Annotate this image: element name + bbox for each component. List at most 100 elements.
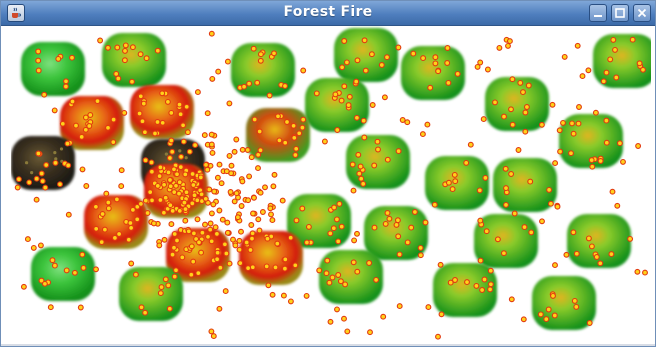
spark <box>341 315 347 322</box>
spark <box>381 94 388 101</box>
spark <box>432 60 439 67</box>
spark <box>393 221 400 228</box>
spark <box>218 180 225 187</box>
spark <box>447 279 454 286</box>
spark <box>373 276 380 283</box>
spark <box>327 318 334 325</box>
spark <box>444 45 451 51</box>
spark <box>171 231 178 237</box>
close-button[interactable] <box>633 4 651 22</box>
spark <box>219 216 226 223</box>
spark <box>245 265 252 272</box>
spark <box>339 64 346 71</box>
spark <box>509 121 516 128</box>
tree-healthy <box>567 214 631 268</box>
spark <box>629 36 636 43</box>
spark <box>234 214 241 221</box>
spark <box>168 109 175 116</box>
title-bar[interactable]: Forest Fire <box>1 1 655 26</box>
spark <box>38 170 45 177</box>
spark <box>156 173 163 180</box>
spark <box>83 183 90 189</box>
spark <box>483 228 490 235</box>
spark <box>269 291 276 298</box>
spark <box>243 239 250 246</box>
spark <box>129 78 135 85</box>
spark <box>150 220 157 227</box>
spark <box>105 124 111 131</box>
spark <box>323 270 330 277</box>
spark <box>276 137 283 144</box>
spark <box>154 182 161 189</box>
spark <box>464 279 470 286</box>
spark <box>444 60 451 66</box>
spark <box>367 329 373 336</box>
spark <box>186 148 193 155</box>
spark <box>419 131 426 138</box>
spark <box>256 128 263 135</box>
spark <box>165 282 172 289</box>
ember <box>164 152 168 156</box>
tree-healthy <box>31 247 95 301</box>
spark <box>20 283 27 290</box>
ember <box>59 147 64 151</box>
spark <box>174 171 180 178</box>
spark <box>546 186 553 193</box>
spark <box>166 305 173 312</box>
tree-healthy <box>364 206 428 260</box>
ember <box>178 149 182 153</box>
spark <box>477 257 484 264</box>
spark <box>287 234 294 241</box>
spark <box>73 122 79 129</box>
spark <box>98 239 105 246</box>
spark <box>137 93 144 100</box>
spark <box>349 161 356 168</box>
spark <box>362 67 369 74</box>
spark <box>157 290 164 297</box>
spark <box>263 263 270 270</box>
minimize-icon <box>594 15 602 17</box>
spark <box>432 54 439 61</box>
minimize-button[interactable] <box>589 4 607 22</box>
spark <box>162 194 169 201</box>
spark <box>222 288 229 295</box>
spark <box>94 98 101 105</box>
spark <box>321 138 328 145</box>
spark <box>492 99 498 106</box>
java-coffee-cup-icon[interactable] <box>7 4 25 22</box>
spark <box>600 78 607 85</box>
spark <box>592 109 599 116</box>
spark <box>292 262 299 269</box>
spark <box>293 217 300 224</box>
spark <box>589 163 596 170</box>
spark <box>255 216 262 223</box>
spark <box>395 44 402 51</box>
spark <box>358 175 365 182</box>
spark <box>500 250 507 257</box>
spark <box>427 84 434 91</box>
spark <box>65 162 72 169</box>
spark <box>570 130 577 137</box>
spark <box>378 62 385 68</box>
spark <box>502 165 509 172</box>
tree-burning <box>239 231 303 285</box>
spark <box>463 159 470 166</box>
spark <box>249 264 256 271</box>
spark <box>404 239 411 246</box>
spark <box>26 179 33 186</box>
spark <box>185 228 192 235</box>
simulation-canvas[interactable] <box>11 26 651 344</box>
spark <box>382 220 389 227</box>
spark <box>171 244 177 251</box>
spark <box>511 210 518 217</box>
spark <box>180 138 187 145</box>
maximize-button[interactable] <box>611 4 629 22</box>
spark <box>501 113 507 120</box>
spark <box>65 211 72 218</box>
spark <box>238 228 244 235</box>
spark <box>248 154 255 161</box>
spark <box>603 139 610 146</box>
spark <box>249 235 255 242</box>
spark <box>327 230 334 237</box>
spark <box>525 82 532 89</box>
